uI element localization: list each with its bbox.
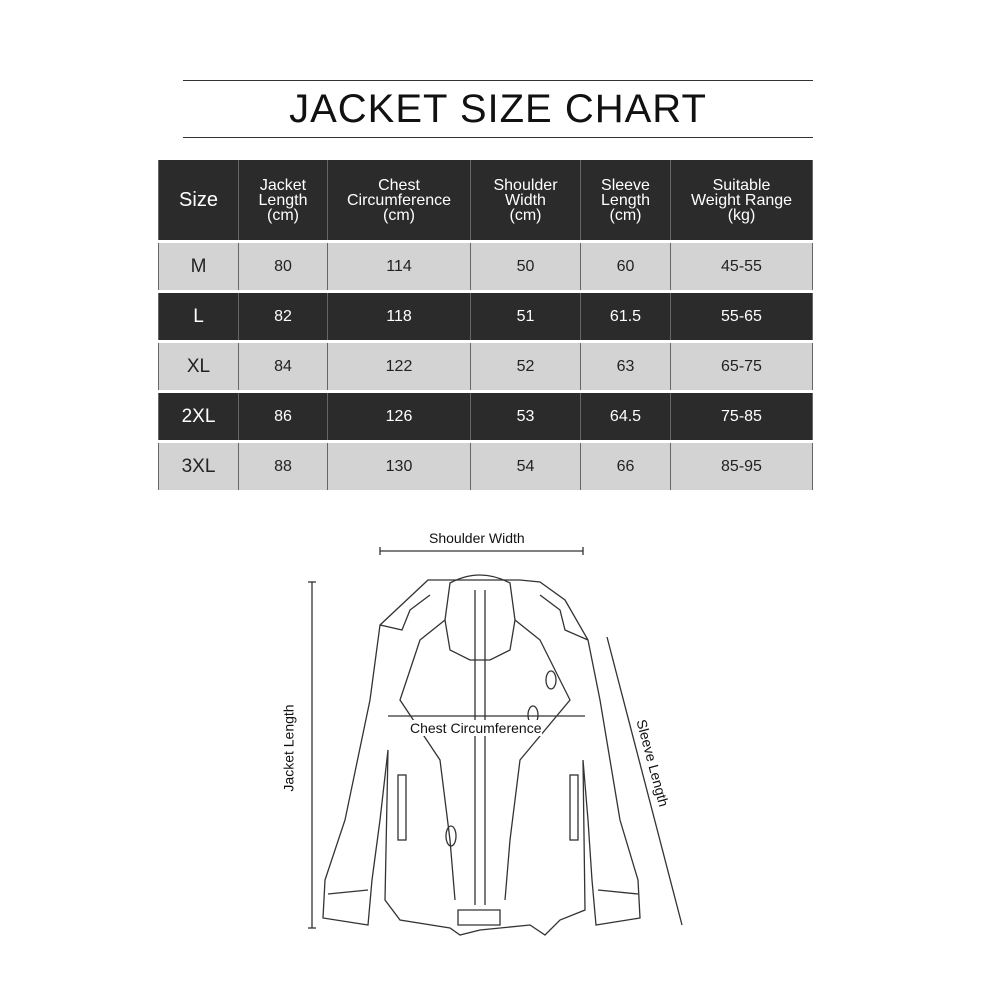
table-row: XL 84 122 52 63 65-75 <box>158 341 813 393</box>
shoulder-width-label: Shoulder Width <box>429 530 525 546</box>
size-cell: 2XL <box>158 391 239 443</box>
column-header-line: Chest <box>378 176 420 194</box>
table-row: 2XL 86 126 53 64.5 75-85 <box>158 391 813 443</box>
table-cell: 86 <box>238 391 328 443</box>
table-cell: 51 <box>470 291 581 343</box>
size-cell: 3XL <box>158 441 239 493</box>
table-row: L 82 118 51 61.5 55-65 <box>158 291 813 343</box>
table-cell: 50 <box>470 241 581 293</box>
column-header: Jacket Length (cm) <box>238 160 328 243</box>
column-header: Suitable Weight Range (kg) <box>670 160 813 243</box>
table-cell: 65-75 <box>670 341 813 393</box>
table-cell: 122 <box>327 341 471 393</box>
column-header-line: (cm) <box>609 206 642 224</box>
chest-circumference-label: Chest Circumference <box>410 720 542 736</box>
column-header-line: Weight Range <box>690 191 793 209</box>
table-row: 3XL 88 130 54 66 85-95 <box>158 441 813 493</box>
table-cell: 63 <box>580 341 671 393</box>
table-cell: 126 <box>327 391 471 443</box>
jacket-outline <box>322 574 641 936</box>
column-header: Chest Circumference (cm) <box>327 160 471 243</box>
column-header-line: Length <box>601 191 650 209</box>
column-header-line: (cm) <box>267 206 299 224</box>
column-header-line: Suitable <box>712 176 771 194</box>
size-cell: M <box>158 241 239 293</box>
table-cell: 114 <box>327 241 471 293</box>
size-cell: L <box>158 291 239 343</box>
table-cell: 80 <box>238 241 328 293</box>
sleeve-length-line <box>606 636 683 926</box>
table-cell: 52 <box>470 341 581 393</box>
table-cell: 75-85 <box>670 391 813 443</box>
column-header-line: (cm) <box>509 206 542 224</box>
table-cell: 118 <box>327 291 471 343</box>
column-header: Sleeve Length (cm) <box>580 160 671 243</box>
title-bottom-rule <box>183 137 813 138</box>
size-table: Size Jacket Length (cm) Chest Circumference (c… <box>158 160 813 493</box>
table-row: M 80 114 50 60 45-55 <box>158 241 813 293</box>
column-header-line: Length <box>258 191 308 209</box>
column-header-line: Circumference <box>346 191 452 209</box>
table-cell: 61.5 <box>580 291 671 343</box>
table-cell: 55-65 <box>670 291 813 343</box>
jacket-length-label: Jacket Length <box>280 704 297 792</box>
table-cell: 130 <box>327 441 471 493</box>
column-header: Shoulder Width (cm) <box>470 160 581 243</box>
table-cell: 82 <box>238 291 328 343</box>
size-cell: XL <box>158 341 239 393</box>
table-cell: 45-55 <box>670 241 813 293</box>
table-cell: 60 <box>580 241 671 293</box>
column-header-line: (cm) <box>383 206 415 224</box>
column-header: Size <box>158 160 239 243</box>
table-cell: 64.5 <box>580 391 671 443</box>
column-header-line: Sleeve <box>601 176 650 194</box>
column-header-line: Shoulder <box>493 176 558 194</box>
column-header-line: (kg) <box>727 206 756 224</box>
table-cell: 66 <box>580 441 671 493</box>
table-cell: 88 <box>238 441 328 493</box>
table-cell: 85-95 <box>670 441 813 493</box>
table-cell: 84 <box>238 341 328 393</box>
title-top-rule <box>183 80 813 81</box>
column-header-line: Size <box>179 188 218 211</box>
table-cell: 54 <box>470 441 581 493</box>
page-title: JACKET SIZE CHART <box>289 87 707 131</box>
table-header-row: Size Jacket Length (cm) Chest Circumference (c… <box>158 160 813 243</box>
column-header-line: Width <box>505 191 546 209</box>
column-header-line: Jacket <box>259 176 307 194</box>
